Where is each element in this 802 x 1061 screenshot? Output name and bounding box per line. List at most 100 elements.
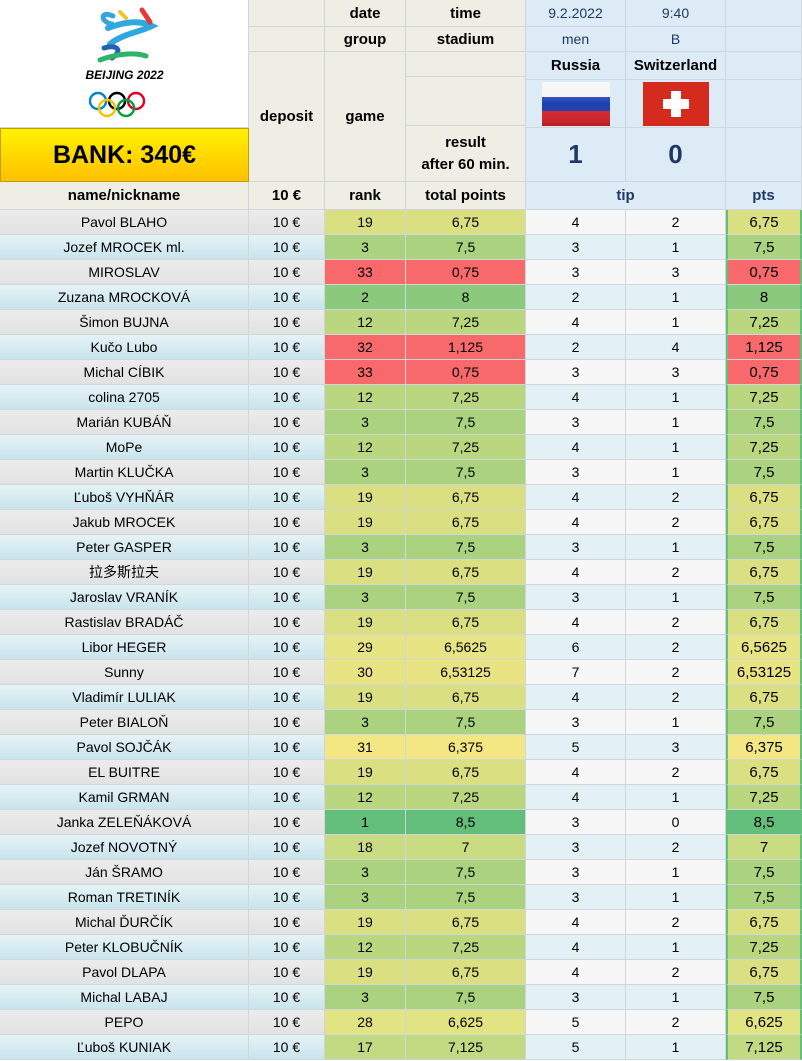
row-rank: 19 xyxy=(325,485,406,510)
row-tip-away: 2 xyxy=(626,510,726,535)
column-header-rank: rank xyxy=(325,182,406,210)
table-row[interactable]: Šimon BUJNA 10 €12 7,25 4 1 7,25 xyxy=(0,310,802,335)
table-row[interactable]: Ľuboš VYHŇÁR 10 €19 6,75 4 2 6,75 xyxy=(0,485,802,510)
table-row[interactable]: 拉多斯拉夫 10 €19 6,75 4 2 6,75 xyxy=(0,560,802,585)
row-rank: 33 xyxy=(325,360,406,385)
row-pts: 8 xyxy=(726,285,802,310)
table-row[interactable]: Zuzana MROCKOVÁ 10 €2 8 2 1 8 xyxy=(0,285,802,310)
table-row[interactable]: Kamil GRMAN 10 €12 7,25 4 1 7,25 xyxy=(0,785,802,810)
column-header-deposit: 10 € xyxy=(249,182,325,210)
table-row[interactable]: Rastislav BRADÁČ 10 €19 6,75 4 2 6,75 xyxy=(0,610,802,635)
row-total-points: 6,75 xyxy=(406,760,526,785)
row-pts: 6,625 xyxy=(726,1010,802,1035)
table-row[interactable]: Sunny 10 €30 6,53125 7 2 6,53125 xyxy=(0,660,802,685)
table-row[interactable]: Michal LABAJ 10 €3 7,5 3 1 7,5 xyxy=(0,985,802,1010)
table-row[interactable]: Roman TRETINÍK 10 €3 7,5 3 1 7,5 xyxy=(0,885,802,910)
row-pts: 7,5 xyxy=(726,985,802,1010)
row-tip-home: 4 xyxy=(526,560,626,585)
table-row[interactable]: Jakub MROCEK 10 €19 6,75 4 2 6,75 xyxy=(0,510,802,535)
row-total-points: 6,75 xyxy=(406,560,526,585)
table-row[interactable]: Michal ĎURČÍK 10 €19 6,75 4 2 6,75 xyxy=(0,910,802,935)
row-pts: 6,53125 xyxy=(726,660,802,685)
row-pts: 6,75 xyxy=(726,510,802,535)
table-row[interactable]: Peter GASPER 10 €3 7,5 3 1 7,5 xyxy=(0,535,802,560)
row-pts: 6,5625 xyxy=(726,635,802,660)
row-deposit: 10 € xyxy=(249,910,325,935)
row-rank: 19 xyxy=(325,560,406,585)
row-tip-home: 5 xyxy=(526,735,626,760)
blank-cell xyxy=(249,0,325,27)
row-deposit: 10 € xyxy=(249,835,325,860)
table-row[interactable]: Ján ŠRAMO 10 €3 7,5 3 1 7,5 xyxy=(0,860,802,885)
row-name: Rastislav BRADÁČ xyxy=(0,610,249,635)
row-name: Martin KLUČKA xyxy=(0,460,249,485)
row-total-points: 7,5 xyxy=(406,885,526,910)
game-header: game xyxy=(325,52,406,182)
row-pts: 7,5 xyxy=(726,885,802,910)
table-row[interactable]: Martin KLUČKA 10 €3 7,5 3 1 7,5 xyxy=(0,460,802,485)
table-row[interactable]: Kučo Lubo 10 €32 1,125 2 4 1,125 xyxy=(0,335,802,360)
row-deposit: 10 € xyxy=(249,510,325,535)
row-tip-away: 2 xyxy=(626,485,726,510)
row-pts: 7,5 xyxy=(726,235,802,260)
table-row[interactable]: Vladimír LULIAK 10 €19 6,75 4 2 6,75 xyxy=(0,685,802,710)
row-tip-home: 3 xyxy=(526,985,626,1010)
table-row[interactable]: PEPO 10 €28 6,625 5 2 6,625 xyxy=(0,1010,802,1035)
row-tip-away: 3 xyxy=(626,360,726,385)
table-row[interactable]: Peter BIALOŇ 10 €3 7,5 3 1 7,5 xyxy=(0,710,802,735)
table-row[interactable]: EL BUITRE 10 €19 6,75 4 2 6,75 xyxy=(0,760,802,785)
row-name: Janka ZELEŇÁKOVÁ xyxy=(0,810,249,835)
table-row[interactable]: MoPe 10 €12 7,25 4 1 7,25 xyxy=(0,435,802,460)
table-row[interactable]: MIROSLAV 10 €33 0,75 3 3 0,75 xyxy=(0,260,802,285)
row-name: Peter KLOBUČNÍK xyxy=(0,935,249,960)
blank-cell xyxy=(726,27,802,52)
row-pts: 7 xyxy=(726,835,802,860)
date-label: date xyxy=(325,0,406,27)
table-row[interactable]: Marián KUBÁŇ 10 €3 7,5 3 1 7,5 xyxy=(0,410,802,435)
table-row[interactable]: Jaroslav VRANÍK 10 €3 7,5 3 1 7,5 xyxy=(0,585,802,610)
row-pts: 0,75 xyxy=(726,260,802,285)
row-tip-home: 6 xyxy=(526,635,626,660)
row-tip-away: 1 xyxy=(626,235,726,260)
row-rank: 12 xyxy=(325,310,406,335)
table-row[interactable]: colina 2705 10 €12 7,25 4 1 7,25 xyxy=(0,385,802,410)
table-row[interactable]: Peter KLOBUČNÍK 10 €12 7,25 4 1 7,25 xyxy=(0,935,802,960)
row-tip-away: 1 xyxy=(626,585,726,610)
row-deposit: 10 € xyxy=(249,585,325,610)
row-tip-away: 1 xyxy=(626,985,726,1010)
row-name: Michal ĎURČÍK xyxy=(0,910,249,935)
row-deposit: 10 € xyxy=(249,335,325,360)
row-pts: 7,5 xyxy=(726,710,802,735)
team-away-name: Switzerland xyxy=(626,52,726,80)
row-rank: 12 xyxy=(325,785,406,810)
group-value: B xyxy=(626,27,726,52)
blank-cell xyxy=(406,77,526,126)
table-row[interactable]: Jozef MROCEK ml. 10 €3 7,5 3 1 7,5 xyxy=(0,235,802,260)
row-name: Jozef MROCEK ml. xyxy=(0,235,249,260)
row-name: Kučo Lubo xyxy=(0,335,249,360)
row-rank: 12 xyxy=(325,435,406,460)
row-total-points: 0,75 xyxy=(406,360,526,385)
row-pts: 8,5 xyxy=(726,810,802,835)
table-row[interactable]: Ľuboš KUNIAK 10 €17 7,125 5 1 7,125 xyxy=(0,1035,802,1060)
row-total-points: 6,75 xyxy=(406,960,526,985)
row-deposit: 10 € xyxy=(249,710,325,735)
row-deposit: 10 € xyxy=(249,660,325,685)
row-pts: 6,75 xyxy=(726,210,802,235)
table-row[interactable]: Jozef NOVOTNÝ 10 €18 7 3 2 7 xyxy=(0,835,802,860)
row-tip-home: 4 xyxy=(526,485,626,510)
table-row[interactable]: Pavol BLAHO 10 €19 6,75 4 2 6,75 xyxy=(0,210,802,235)
table-row[interactable]: Pavol SOJČÁK 10 €31 6,375 5 3 6,375 xyxy=(0,735,802,760)
row-name: Marián KUBÁŇ xyxy=(0,410,249,435)
row-deposit: 10 € xyxy=(249,385,325,410)
row-deposit: 10 € xyxy=(249,235,325,260)
row-deposit: 10 € xyxy=(249,985,325,1010)
row-tip-home: 3 xyxy=(526,235,626,260)
table-row[interactable]: Pavol DLAPA 10 €19 6,75 4 2 6,75 xyxy=(0,960,802,985)
row-total-points: 7,25 xyxy=(406,435,526,460)
table-row[interactable]: Libor HEGER 10 €29 6,5625 6 2 6,5625 xyxy=(0,635,802,660)
olympic-emblem-icon xyxy=(88,7,159,118)
row-rank: 19 xyxy=(325,960,406,985)
table-row[interactable]: Michal CÍBIK 10 €33 0,75 3 3 0,75 xyxy=(0,360,802,385)
table-row[interactable]: Janka ZELEŇÁKOVÁ 10 €1 8,5 3 0 8,5 xyxy=(0,810,802,835)
